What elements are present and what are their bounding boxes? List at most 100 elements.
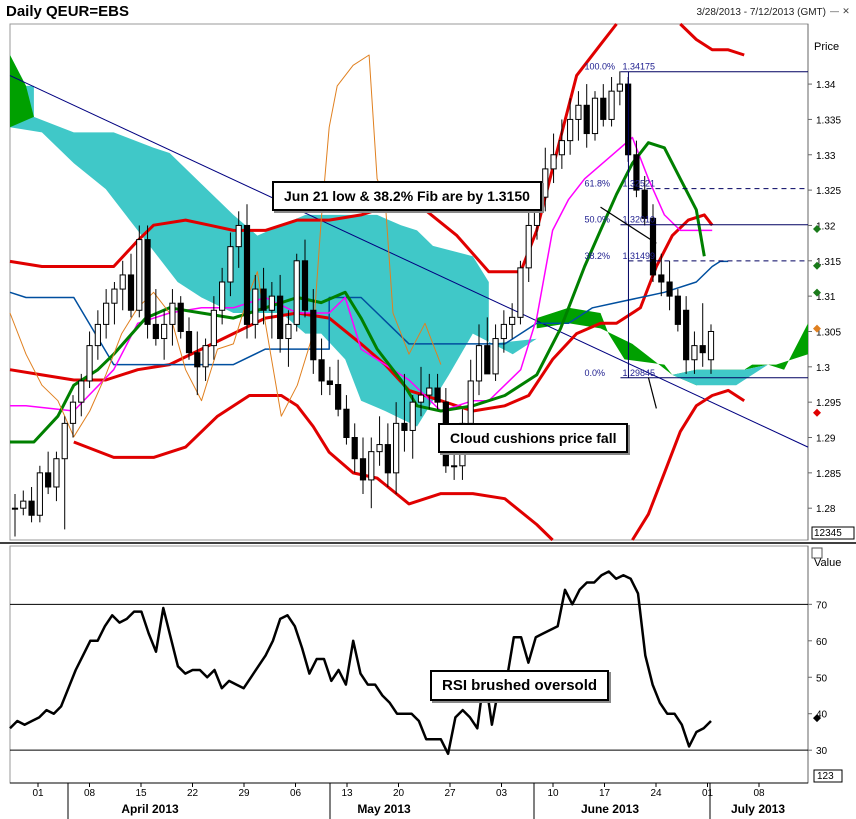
rsi-tick-label: 70 <box>816 600 828 611</box>
candle-body <box>335 383 342 410</box>
minimize-icon[interactable]: — <box>830 6 839 16</box>
chart-title-bar: Daily QEUR=EBS 3/28/2013 - 7/12/2013 (GM… <box>0 0 856 24</box>
candle <box>484 317 491 375</box>
candle <box>202 338 209 381</box>
candle-body <box>674 295 681 325</box>
candle <box>575 91 582 141</box>
price-tick-label: 1.29 <box>816 434 836 445</box>
price-tick-label: 1.305 <box>816 327 841 338</box>
kijun-line <box>9 260 729 366</box>
candle <box>268 282 275 339</box>
candle <box>235 211 242 268</box>
bollinger-lower-band-right <box>631 388 746 541</box>
candle <box>194 331 201 396</box>
candle <box>301 239 309 318</box>
candle <box>177 296 184 339</box>
candle-body <box>53 458 60 488</box>
x-tick-label: 24 <box>650 788 662 799</box>
candle-body <box>591 97 599 135</box>
candle <box>227 232 234 297</box>
candle <box>649 204 657 282</box>
candle-body <box>666 281 673 297</box>
candle-body <box>119 274 126 290</box>
annotation-pointer-fib <box>600 206 657 244</box>
rsi-tick-label: 30 <box>816 746 828 757</box>
annotation-pointer-cloud <box>647 377 657 409</box>
bollinger-lower-band <box>73 394 554 542</box>
candle <box>600 84 607 127</box>
candle <box>310 289 317 374</box>
candle <box>36 465 43 523</box>
close-icon[interactable]: ✕ <box>842 6 850 16</box>
ichimoku-cloud-bearish-right <box>672 364 769 386</box>
candle-body <box>144 239 151 325</box>
x-tick-label: 15 <box>135 788 147 799</box>
x-tick-label: 03 <box>496 788 508 799</box>
candle <box>318 338 325 396</box>
candle <box>343 395 350 445</box>
candle-body <box>111 288 118 304</box>
candle-body <box>326 380 333 385</box>
candle <box>368 437 375 509</box>
candle-body <box>475 345 483 382</box>
candle-body <box>649 217 657 276</box>
x-month-label: June 2013 <box>581 802 639 816</box>
candle-body <box>243 224 251 325</box>
chikou-span <box>9 54 442 438</box>
candle-body <box>169 302 176 325</box>
candle-body <box>260 288 267 311</box>
bollinger-upper-band <box>9 23 618 274</box>
candle <box>260 267 267 325</box>
candle <box>161 310 168 360</box>
candle <box>608 77 615 127</box>
candle <box>633 140 640 198</box>
candle-body <box>351 437 358 460</box>
candle-body <box>401 422 408 431</box>
candle-body <box>301 260 309 311</box>
x-tick-label: 17 <box>599 788 611 799</box>
fib-level-percent: 100.0% <box>584 62 615 72</box>
candle <box>210 296 217 360</box>
candle-body <box>525 224 532 269</box>
candle-body <box>293 260 300 325</box>
fib-level-percent: 61.8% <box>584 179 610 189</box>
candle-body <box>28 500 35 516</box>
candle-body <box>86 345 93 382</box>
candle <box>475 324 483 396</box>
candle-body <box>78 380 85 403</box>
candle-body <box>641 189 648 219</box>
candle-body <box>434 387 441 403</box>
price-tick-label: 1.33 <box>816 151 836 162</box>
axis-value-marker <box>813 261 821 270</box>
candle <box>699 303 706 367</box>
candle-body <box>451 465 458 468</box>
price-readout-box <box>811 526 855 540</box>
candle-body <box>707 330 715 361</box>
ichimoku-cloud-bullish <box>536 307 808 386</box>
x-month-label: July 2013 <box>731 802 785 816</box>
candle-body <box>136 239 143 311</box>
candle <box>666 260 673 311</box>
candle <box>500 310 507 353</box>
candle <box>252 274 259 339</box>
candle <box>219 267 226 325</box>
candle-body <box>318 359 325 382</box>
candle-body <box>194 352 201 368</box>
candle <box>542 147 549 212</box>
x-month-label: May 2013 <box>357 802 411 816</box>
axis-value-marker <box>813 224 821 233</box>
candle-body <box>699 345 706 354</box>
candle-body <box>185 330 193 354</box>
candle-body <box>61 422 68 460</box>
rsi-tick-label: 60 <box>816 637 828 648</box>
price-axis-title: Price <box>814 41 839 53</box>
fib-level-value: 1.32521 <box>622 179 655 189</box>
candle-body <box>94 323 101 347</box>
annotation-cloud-note: Cloud cushions price fall <box>438 423 629 453</box>
candle <box>136 225 143 318</box>
candle-body <box>368 451 375 481</box>
candle <box>119 260 126 311</box>
candle-body <box>633 154 640 191</box>
candle-body <box>36 472 43 516</box>
rsi-axis-title: Value <box>814 557 841 569</box>
